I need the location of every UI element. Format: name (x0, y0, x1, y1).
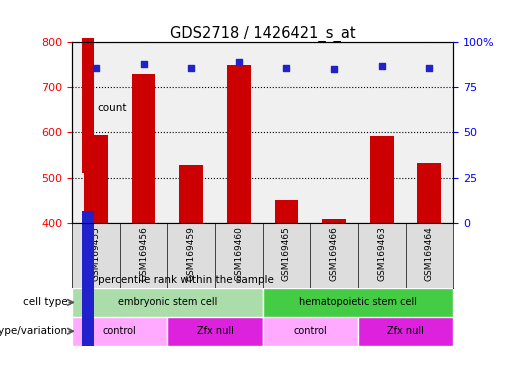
Point (187, 65, 195, 71)
Text: GSM169465: GSM169465 (282, 226, 291, 281)
Bar (132, 74, 156, 223)
Point (377, 63, 386, 69)
Text: GSM169463: GSM169463 (377, 226, 386, 281)
Point (140, 61, 148, 67)
Title: GDS2718 / 1426421_s_at: GDS2718 / 1426421_s_at (170, 26, 355, 42)
Bar (418, 163, 441, 223)
Bar (263, 317, 358, 346)
Bar (82, 211, 94, 346)
Bar (84, 135, 108, 223)
Text: GSM169455: GSM169455 (92, 226, 100, 281)
Text: genotype/variation: genotype/variation (0, 326, 67, 336)
Point (425, 65, 434, 71)
Text: GSM169466: GSM169466 (330, 226, 338, 281)
Bar (227, 65, 251, 223)
Point (330, 66, 338, 73)
Text: percentile rank within the sample: percentile rank within the sample (98, 275, 274, 285)
Bar (322, 219, 346, 223)
Bar (82, 38, 94, 173)
Text: control: control (294, 326, 327, 336)
Text: GSM169464: GSM169464 (425, 226, 434, 281)
Bar (274, 200, 298, 223)
Text: count: count (98, 103, 127, 113)
Bar (72, 288, 263, 317)
Bar (370, 136, 393, 223)
Text: control: control (103, 326, 136, 336)
Bar (72, 317, 167, 346)
Bar (263, 288, 453, 317)
Bar (167, 317, 263, 346)
Point (282, 65, 290, 71)
Point (235, 59, 243, 65)
Text: GSM169456: GSM169456 (139, 226, 148, 281)
Text: hematopoietic stem cell: hematopoietic stem cell (299, 297, 417, 308)
Text: embryonic stem cell: embryonic stem cell (118, 297, 217, 308)
Bar (179, 165, 203, 223)
Text: GSM169460: GSM169460 (234, 226, 243, 281)
Text: Zfx null: Zfx null (197, 326, 233, 336)
Text: cell type: cell type (23, 297, 67, 308)
Point (92, 65, 100, 71)
Bar (358, 317, 453, 346)
Text: GSM169459: GSM169459 (187, 226, 196, 281)
Text: Zfx null: Zfx null (387, 326, 424, 336)
